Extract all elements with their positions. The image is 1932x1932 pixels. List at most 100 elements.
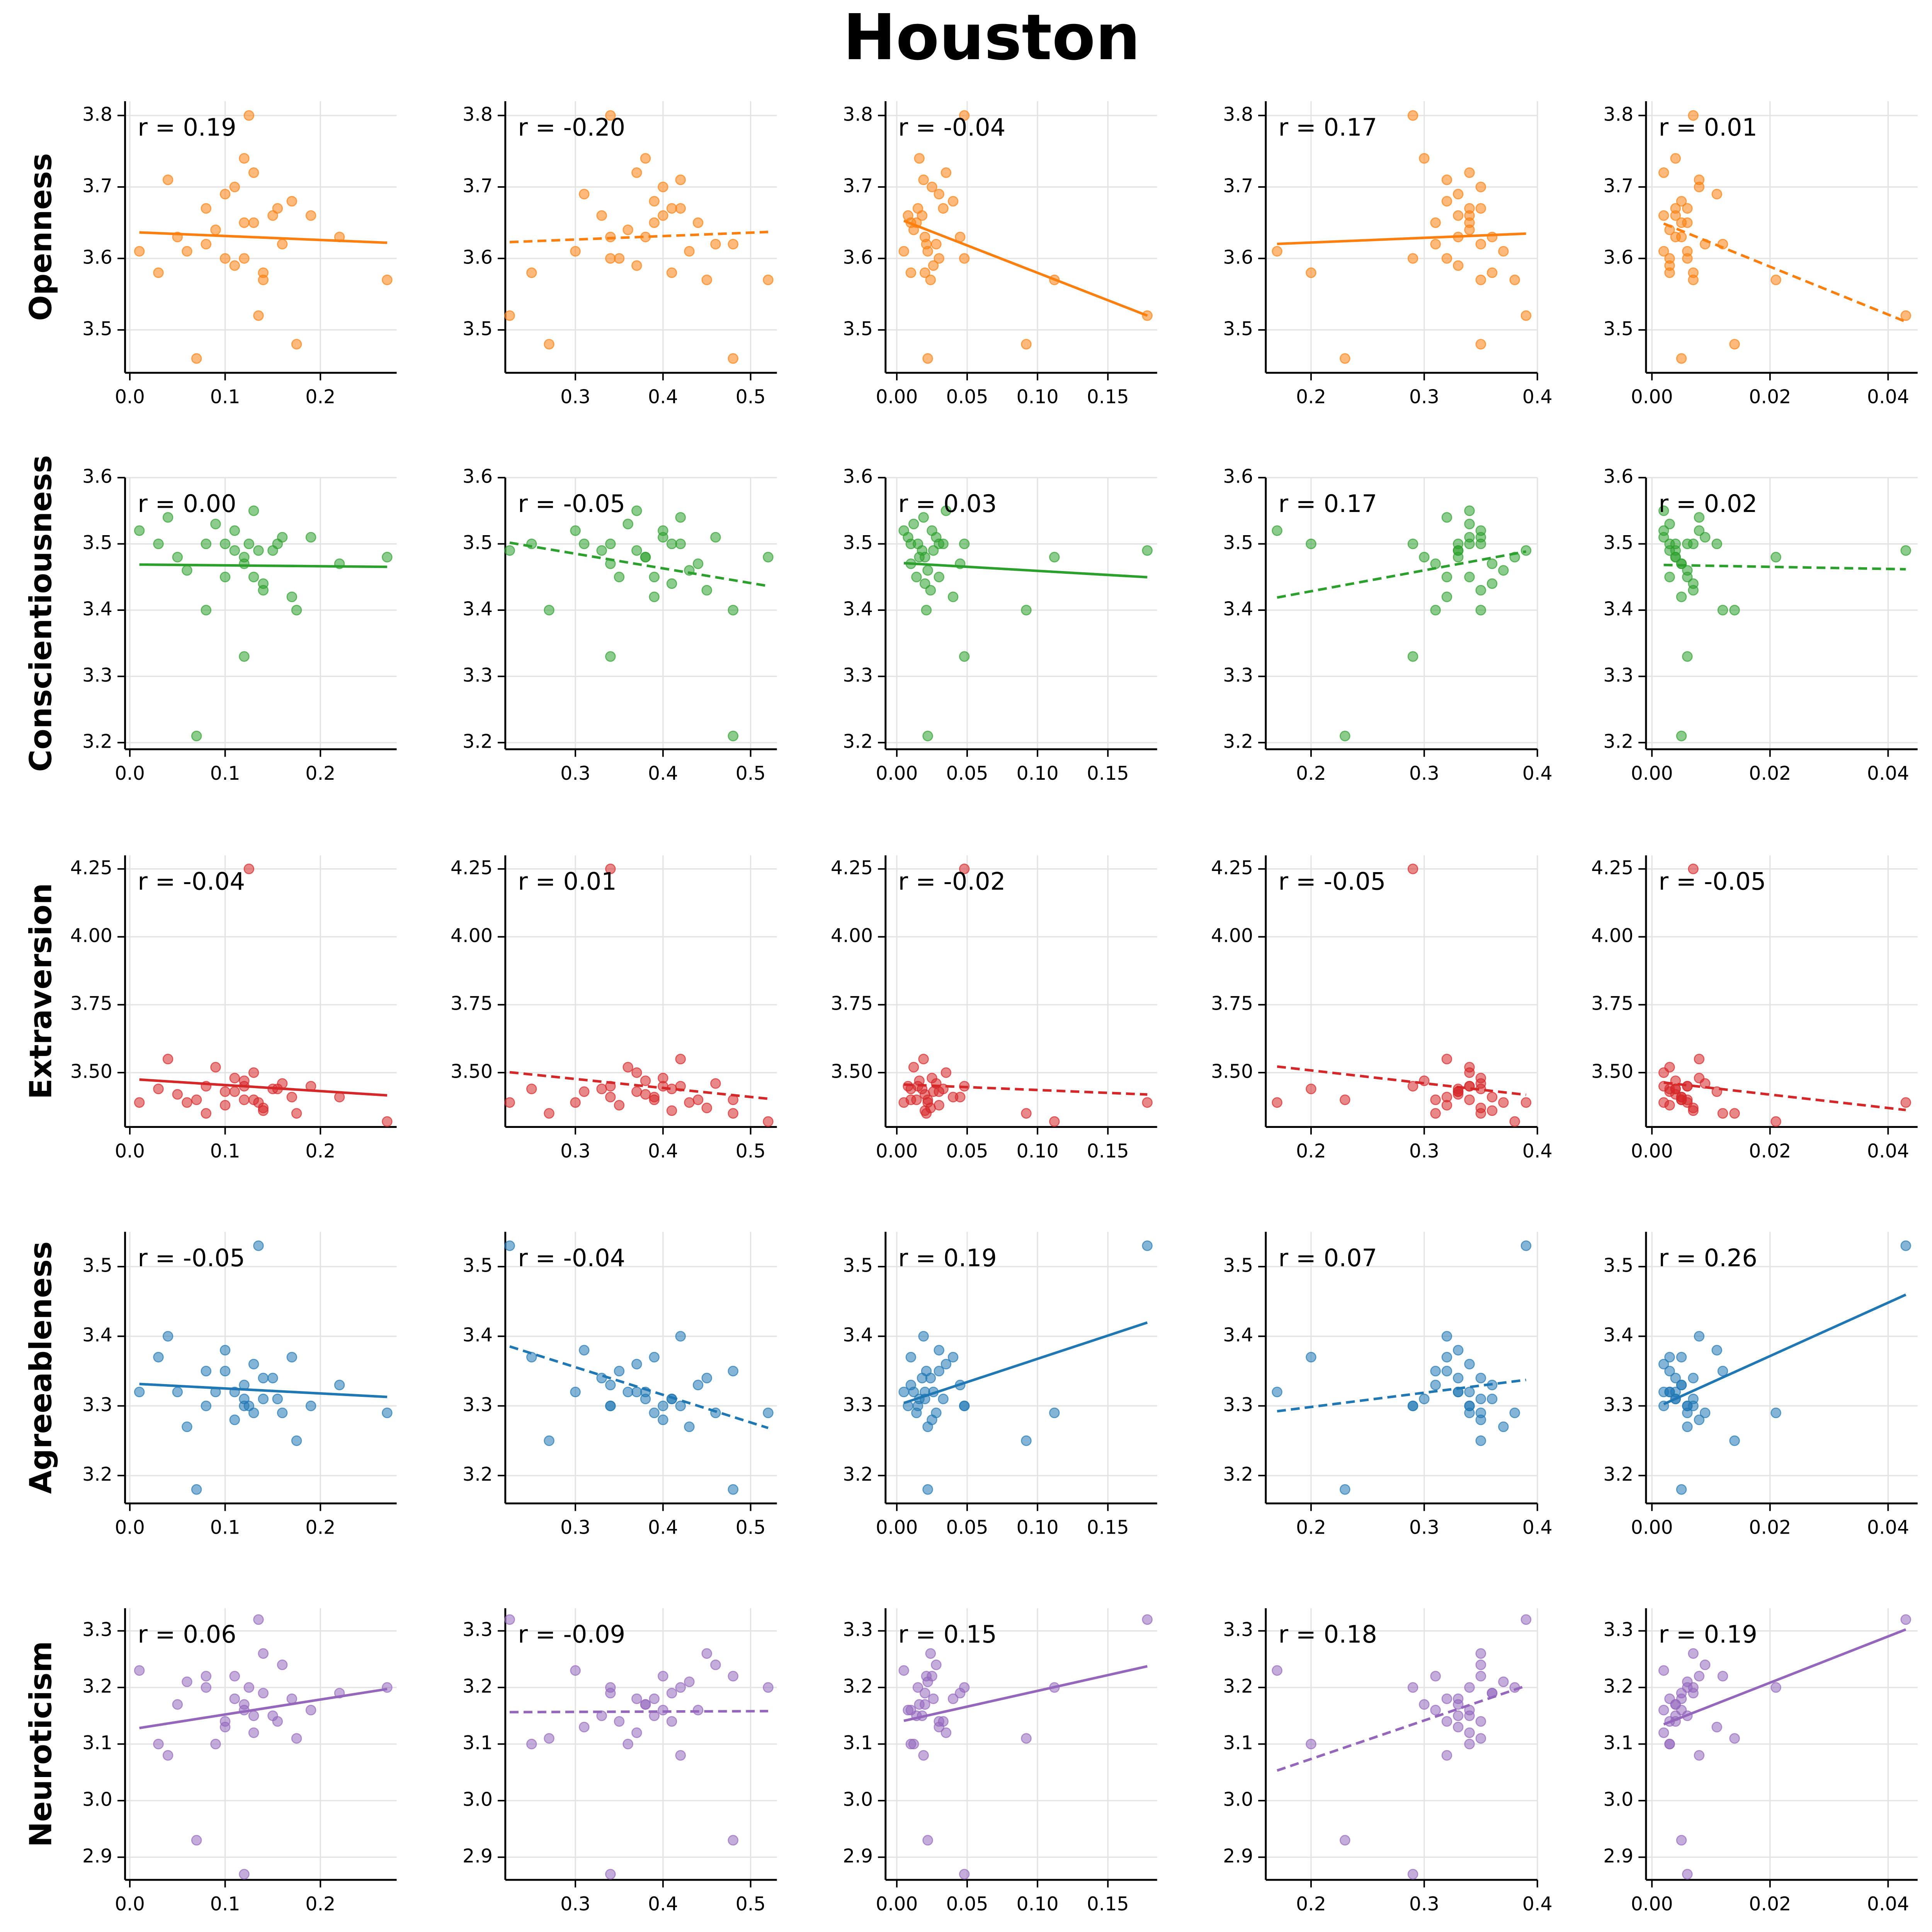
point (191, 731, 202, 742)
point (959, 538, 970, 549)
point (1407, 253, 1418, 264)
point (570, 246, 581, 257)
y-tick-label: 3.3 (843, 1618, 873, 1641)
point (1464, 217, 1475, 228)
point (1658, 246, 1669, 257)
point (1464, 1682, 1475, 1693)
x-tick-label: 0.10 (1017, 1139, 1059, 1162)
point (675, 538, 686, 549)
point (1729, 605, 1740, 616)
point (1729, 1108, 1740, 1119)
point (277, 239, 288, 250)
y-tick-label: 3.3 (463, 1618, 493, 1641)
y-tick-label: 3.8 (1603, 103, 1633, 125)
point (763, 552, 774, 563)
point (182, 565, 192, 576)
y-tick-label: 4.00 (831, 924, 873, 947)
point (239, 552, 250, 563)
point (1452, 1693, 1464, 1704)
y-tick-label: 3.8 (843, 103, 873, 125)
point (219, 1345, 231, 1356)
point (914, 552, 925, 563)
row-label: Neuroticism (23, 1641, 59, 1847)
point (921, 1366, 932, 1377)
point (1682, 571, 1693, 583)
point (921, 1671, 932, 1682)
x-tick-label: 0.04 (1867, 386, 1909, 408)
y-tick-label: 3.3 (1223, 664, 1253, 686)
point (1670, 552, 1681, 563)
point (1475, 274, 1486, 286)
point (570, 525, 581, 536)
point (614, 571, 625, 583)
point (692, 1379, 704, 1391)
panel: 3.50 3.75 4.00 4.25 0.00 0.02 0.04 r = -0.05 (1591, 855, 1918, 1162)
x-tick-label: 0.4 (648, 386, 678, 408)
y-tick-label: 2.9 (82, 1845, 112, 1867)
point (911, 1094, 922, 1105)
x-tick-label: 0.2 (305, 762, 335, 784)
point (1441, 591, 1452, 602)
point (940, 1359, 952, 1370)
point (940, 1067, 952, 1078)
panel: 3.2 3.3 3.4 3.5 3.6 0.00 0.02 0.04 r = 0.02 (1603, 465, 1918, 784)
point (1407, 651, 1418, 662)
y-tick-label: 3.5 (1223, 531, 1253, 554)
point (258, 1372, 269, 1384)
point (1475, 203, 1486, 214)
y-tick-label: 3.5 (463, 531, 493, 554)
point (666, 1105, 677, 1116)
point (1664, 545, 1675, 556)
trend-line (1277, 1684, 1527, 1772)
x-tick-label: 0.2 (305, 386, 335, 408)
point (1699, 1659, 1711, 1670)
y-tick-label: 3.8 (463, 103, 493, 125)
point (1475, 1435, 1486, 1446)
point (1430, 1366, 1441, 1377)
point (922, 565, 933, 576)
point (1682, 217, 1693, 228)
y-tick-label: 3.0 (82, 1788, 112, 1811)
point (1464, 571, 1475, 583)
point (631, 1086, 642, 1097)
trend-line (1663, 1081, 1906, 1111)
x-tick-label: 0.1 (210, 1893, 240, 1915)
point (1498, 1676, 1509, 1687)
point (579, 1086, 590, 1097)
x-tick-label: 0.02 (1749, 1139, 1791, 1162)
point (1676, 591, 1687, 602)
point (382, 274, 393, 286)
y-tick-label: 3.6 (843, 465, 873, 488)
point (1486, 558, 1498, 569)
point (1509, 1116, 1520, 1127)
point (153, 267, 164, 278)
trend-line (903, 1321, 1148, 1405)
y-tick-label: 4.00 (70, 924, 112, 947)
y-tick-label: 3.3 (843, 664, 873, 686)
point (248, 1067, 259, 1078)
point (182, 1676, 192, 1687)
point (1658, 210, 1669, 221)
point (526, 1352, 537, 1363)
x-tick-label: 0.00 (876, 1516, 918, 1539)
correlation-label: r = 0.15 (898, 1620, 997, 1648)
point (201, 203, 212, 214)
point (1664, 1693, 1675, 1704)
point (927, 182, 937, 192)
trend-line (1663, 222, 1906, 323)
y-tick-label: 3.1 (82, 1731, 112, 1754)
point (649, 1407, 660, 1418)
point (248, 571, 259, 583)
point (1464, 1386, 1475, 1398)
y-tick-label: 3.3 (82, 1393, 112, 1416)
point (1711, 538, 1722, 549)
point (229, 1086, 240, 1097)
y-tick-label: 3.1 (1223, 1731, 1253, 1754)
x-tick-label: 0.2 (305, 1893, 335, 1915)
correlation-label: r = -0.20 (518, 113, 625, 141)
point (1441, 512, 1452, 523)
point (201, 1671, 212, 1682)
x-tick-label: 0.05 (946, 1139, 988, 1162)
point (631, 1727, 642, 1738)
